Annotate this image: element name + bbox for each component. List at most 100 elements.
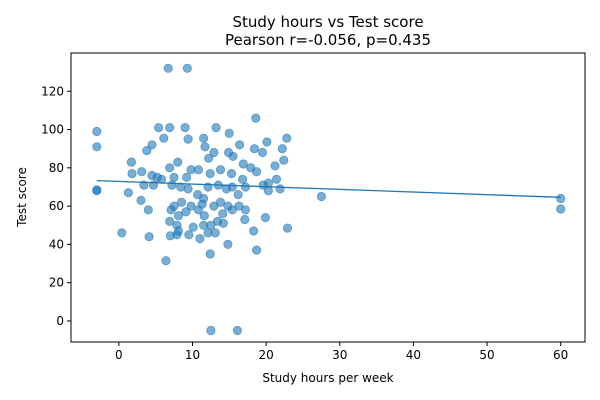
data-point <box>159 133 169 143</box>
y-tick-label: 0 <box>56 314 64 328</box>
data-point <box>204 153 214 163</box>
data-point <box>137 167 147 177</box>
data-point <box>176 197 187 207</box>
x-axis-label: Study hours per week <box>262 371 393 385</box>
regression-line <box>96 180 561 198</box>
data-point <box>180 123 190 133</box>
data-point <box>169 172 179 182</box>
chart-title: Study hours vs Test score <box>232 13 423 31</box>
data-point <box>233 190 243 200</box>
data-point <box>203 228 213 238</box>
data-point <box>199 211 209 221</box>
data-point <box>197 199 207 209</box>
data-point <box>238 174 248 184</box>
data-point <box>126 157 136 167</box>
data-point <box>186 165 196 175</box>
data-point <box>183 184 193 194</box>
data-point <box>218 209 228 219</box>
data-point <box>163 63 173 73</box>
data-point <box>143 205 153 215</box>
data-point <box>147 140 157 150</box>
y-tick-label: 60 <box>49 199 64 213</box>
data-point <box>165 123 175 133</box>
data-point <box>165 163 175 173</box>
data-point <box>199 133 209 143</box>
data-point <box>240 182 251 192</box>
points-layer <box>92 63 566 336</box>
data-point <box>249 226 259 236</box>
data-point <box>173 157 183 167</box>
data-point <box>173 211 184 221</box>
data-point <box>232 325 242 336</box>
data-point <box>275 184 285 194</box>
data-point <box>252 245 262 255</box>
data-point <box>123 188 133 198</box>
data-point <box>144 232 154 242</box>
data-point <box>136 195 146 205</box>
data-point <box>184 230 194 240</box>
data-point <box>260 213 270 223</box>
chart-subtitle: Pearson r=-0.056, p=0.435 <box>225 31 431 49</box>
data-point <box>240 214 250 225</box>
data-point <box>270 161 280 171</box>
data-point <box>556 193 566 204</box>
data-point <box>209 147 219 158</box>
data-point <box>240 205 251 215</box>
data-point <box>235 140 245 150</box>
fit-line-layer <box>96 180 561 198</box>
data-point <box>211 123 221 133</box>
data-point <box>282 133 292 143</box>
data-point <box>251 113 261 123</box>
data-point <box>92 142 102 152</box>
x-tick-label: 40 <box>406 348 421 362</box>
data-point <box>277 144 287 154</box>
data-point <box>183 134 193 144</box>
data-point <box>206 325 216 336</box>
data-point <box>127 169 137 179</box>
y-tick-label: 100 <box>41 123 64 137</box>
y-tick-label: 120 <box>41 84 64 98</box>
x-tick-label: 0 <box>115 348 123 362</box>
x-tick-label: 60 <box>553 348 568 362</box>
data-point <box>271 174 282 184</box>
data-point <box>215 165 226 175</box>
y-axis-ticks: 0 20 40 60 80 100 120 <box>41 84 71 328</box>
data-point <box>316 191 326 202</box>
data-point <box>117 228 127 238</box>
data-point <box>227 182 237 192</box>
data-point <box>165 216 175 226</box>
data-point <box>215 197 226 207</box>
y-axis-label: Test score <box>15 167 29 228</box>
data-point <box>166 205 176 215</box>
data-point <box>249 144 259 154</box>
y-tick-label: 80 <box>49 161 64 175</box>
data-point <box>228 151 238 161</box>
data-point <box>238 159 248 169</box>
data-point <box>154 123 164 133</box>
data-point <box>142 146 152 156</box>
data-point <box>186 201 196 211</box>
data-point <box>205 249 215 259</box>
data-point <box>282 223 293 233</box>
x-tick-label: 50 <box>479 348 494 362</box>
x-tick-label: 30 <box>332 348 347 362</box>
data-point <box>263 186 273 196</box>
data-point <box>181 207 191 217</box>
y-tick-label: 20 <box>49 276 64 290</box>
x-axis-ticks: 0 10 20 30 40 50 60 <box>115 342 568 362</box>
data-point <box>92 185 102 195</box>
y-tick-label: 40 <box>49 237 64 251</box>
data-point <box>262 137 272 147</box>
data-point <box>257 147 268 158</box>
plot-frame <box>70 52 586 343</box>
data-point <box>182 63 192 73</box>
data-point <box>165 231 175 241</box>
data-point <box>205 169 215 179</box>
data-point <box>223 239 233 249</box>
data-point <box>556 204 566 214</box>
x-tick-label: 20 <box>259 348 274 362</box>
data-point <box>167 180 177 190</box>
data-point <box>279 155 289 165</box>
data-point <box>173 226 184 236</box>
